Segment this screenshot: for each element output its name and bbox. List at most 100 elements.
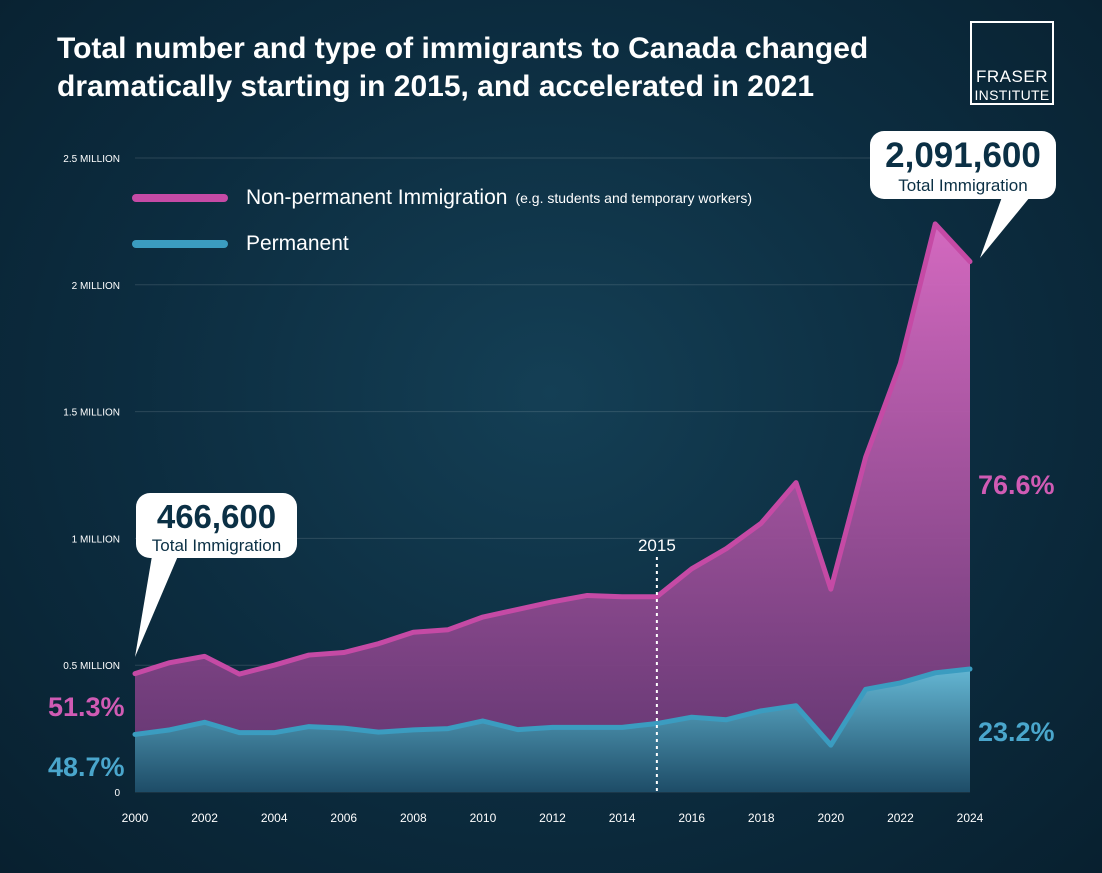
legend-item-nonpermanent: Non-permanent Immigration (e.g. students… [132,186,752,210]
callout-end-label: Total Immigration [898,176,1028,195]
permanent-point [864,687,868,691]
total-point [446,628,450,632]
y-tick-label: 0.5 MILLION [63,661,120,672]
legend-item-permanent: Permanent [132,232,349,256]
pct-end-nonpermanent: 76.6% [978,470,1055,500]
permanent-point [133,732,137,736]
callout-end-pointer [980,197,1030,258]
x-tick-label: 2018 [748,811,775,825]
legend-label-nonpermanent: Non-permanent Immigration [246,186,508,209]
y-tick-label: 2 MILLION [72,281,120,292]
callout-end-total: 2,091,600 Total Immigration [870,131,1056,199]
marker-layer: 2015 [638,536,676,792]
nonpermanent-area [135,223,970,746]
total-point [481,615,485,619]
x-tick-label: 2020 [817,811,844,825]
permanent-point [585,725,589,729]
total-point [864,455,868,459]
total-point [307,653,311,657]
x-tick-label: 2002 [191,811,218,825]
x-tick-label: 2000 [122,811,149,825]
total-point [168,661,172,665]
permanent-point [307,725,311,729]
permanent-point [551,725,554,729]
permanent-point [237,731,241,735]
total-point [411,630,415,634]
x-tick-label: 2024 [957,811,984,825]
logo-line1: FRASER [976,67,1048,86]
permanent-point [377,730,381,734]
permanent-area [135,669,970,792]
axis-layer: 0 0.5 MILLION 1 MILLION 1.5 MILLION 2 MILLIO… [63,154,983,825]
legend-swatch-nonpermanent [132,194,228,202]
total-point [342,651,346,655]
x-tick-label: 2010 [470,811,497,825]
permanent-point [968,667,972,671]
permanent-point [516,728,520,732]
permanent-point [620,725,624,729]
permanent-point [690,715,694,719]
permanent-point [168,728,172,732]
x-tick-label: 2006 [330,811,357,825]
total-point [377,642,381,646]
fraser-institute-logo: FRASER INSTITUTE [970,21,1054,105]
total-point [133,672,137,676]
total-point [516,607,520,611]
permanent-point [203,720,207,724]
permanent-point [411,728,415,732]
permanent-point [655,722,659,726]
total-point [794,481,798,485]
callout-end-value: 2,091,600 [885,136,1041,175]
chart-title: Total number and type of immigrants to C… [57,32,869,103]
y-tick-label: 2.5 MILLION [63,154,120,165]
total-point [829,587,833,591]
callout-start-pointer [135,556,178,657]
total-point [759,521,763,525]
total-point [655,595,659,599]
y-tick-label: 1 MILLION [72,534,120,545]
x-tick-label: 2016 [678,811,705,825]
callout-start-label: Total Immigration [151,536,282,555]
permanent-point [794,704,798,708]
permanent-point [829,743,833,747]
total-point [551,600,554,604]
logo-line2: INSTITUTE [974,87,1050,103]
total-point [585,593,589,597]
total-point [898,361,902,365]
x-tick-label: 2014 [609,811,636,825]
permanent-point [481,719,485,723]
permanent-point [933,671,937,675]
x-tick-label: 2004 [261,811,288,825]
permanent-point [759,709,763,713]
total-point [724,547,728,551]
x-tick-label: 2022 [887,811,914,825]
legend-swatch-permanent [132,240,228,248]
total-point [203,654,207,658]
total-point [620,595,624,599]
legend-label-permanent: Permanent [246,232,349,255]
permanent-point [446,727,450,731]
legend-sublabel-nonpermanent: (e.g. students and temporary workers) [515,190,752,206]
callout-pointers [135,197,1030,657]
marker-2015-label: 2015 [638,536,676,555]
y-tick-label: 1.5 MILLION [63,408,120,419]
callout-start-value: 466,600 [156,498,277,535]
total-point [690,567,694,571]
total-point [272,663,276,667]
y-tick-label: 0 [114,788,120,799]
total-point [237,672,241,676]
permanent-point [342,726,346,730]
callout-start-total: 466,600 Total Immigration [136,493,297,558]
pct-start-permanent: 48.7% [48,752,125,782]
permanent-point [272,731,276,735]
pct-start-nonpermanent: 51.3% [48,692,125,722]
pct-end-permanent: 23.2% [978,717,1055,747]
total-point [968,260,972,264]
x-tick-label: 2012 [539,811,566,825]
permanent-point [898,681,902,685]
total-point [933,222,937,226]
area-layer [132,221,973,792]
permanent-point [724,718,728,722]
x-tick-label: 2008 [400,811,427,825]
